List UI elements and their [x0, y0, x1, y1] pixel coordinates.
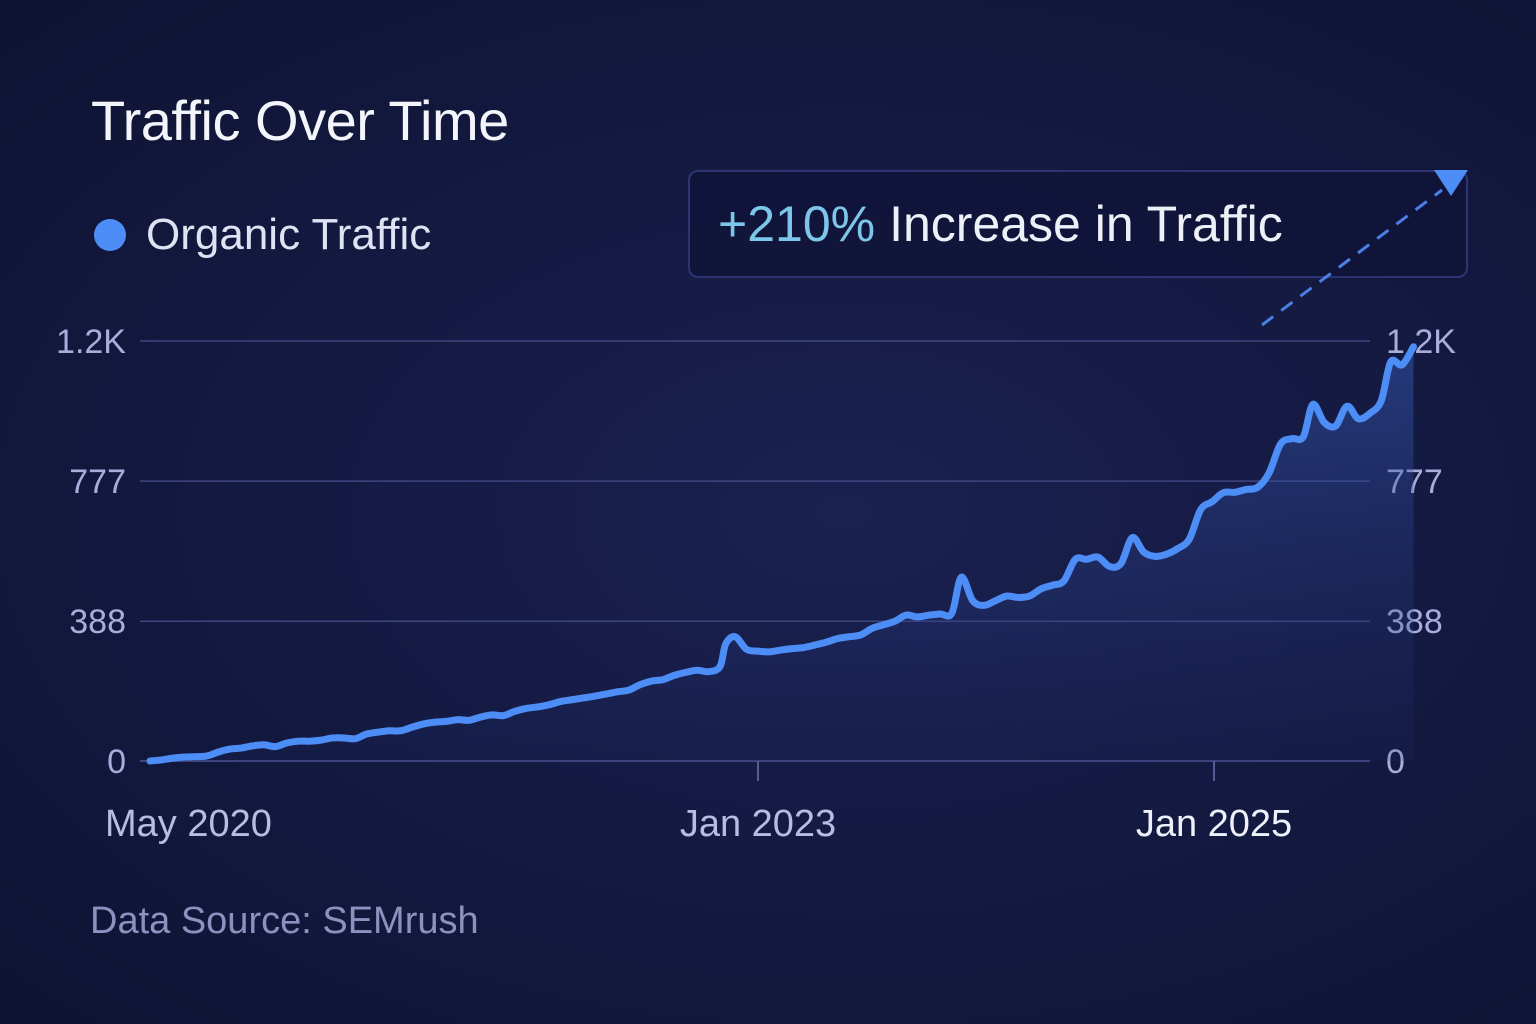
data-source: Data Source: SEMrush — [90, 900, 479, 942]
x-axis: May 2020 Jan 2023 Jan 2025 — [105, 761, 1292, 845]
y-tick-label-left: 777 — [69, 463, 126, 501]
chart-title: Traffic Over Time — [91, 89, 509, 152]
legend-dot-icon — [94, 219, 126, 251]
y-tick-label-right: 1.2K — [1386, 323, 1456, 361]
legend-label: Organic Traffic — [146, 210, 432, 259]
x-tick-label: May 2020 — [105, 803, 272, 845]
organic-traffic-line — [146, 343, 1417, 765]
y-tick-label-left: 1.2K — [56, 323, 126, 361]
trend-arrow-icon — [1434, 170, 1468, 196]
callout-percent: +210% — [718, 196, 876, 252]
x-tick-label: Jan 2023 — [680, 803, 836, 845]
callout-text: Increase in Traffic — [889, 196, 1283, 252]
traffic-increase-callout: +210% Increase in Traffic — [688, 170, 1468, 278]
y-tick-label-left: 388 — [69, 603, 126, 641]
y-tick-label-left: 0 — [107, 743, 126, 781]
legend: Organic Traffic — [94, 210, 431, 260]
area-fill — [150, 346, 1414, 761]
trend-arrow-line — [1261, 188, 1443, 327]
x-tick-label: Jan 2025 — [1136, 803, 1292, 845]
y-axis-left: 0 388 777 1.2K — [56, 323, 126, 781]
